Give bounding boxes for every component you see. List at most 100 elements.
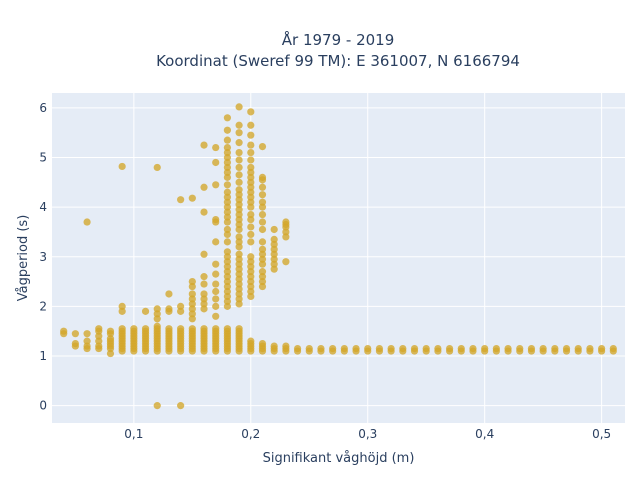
data-point xyxy=(235,220,243,229)
data-point xyxy=(223,238,232,246)
data-point xyxy=(282,218,290,226)
chart-title-line1: År 1979 - 2019 xyxy=(282,30,395,49)
data-point xyxy=(258,173,267,181)
data-point xyxy=(235,265,243,273)
y-tick-label: 5 xyxy=(39,151,47,165)
data-point xyxy=(200,250,208,258)
data-point xyxy=(258,142,267,151)
data-point xyxy=(247,223,255,231)
data-point xyxy=(95,325,103,333)
data-point xyxy=(223,193,232,201)
data-point xyxy=(247,108,255,116)
data-point xyxy=(539,344,547,353)
data-point xyxy=(258,183,267,191)
data-point xyxy=(223,282,232,291)
data-point xyxy=(258,282,267,291)
data-point xyxy=(223,126,232,134)
y-tick-label: 6 xyxy=(39,101,47,115)
data-point xyxy=(188,194,196,202)
data-point xyxy=(223,114,232,122)
data-point xyxy=(282,258,290,266)
data-point xyxy=(223,268,232,276)
data-point xyxy=(95,332,103,340)
data-point xyxy=(445,344,454,353)
data-point xyxy=(223,287,232,296)
data-point xyxy=(270,265,278,273)
data-point xyxy=(71,340,79,348)
data-point xyxy=(235,290,243,298)
data-point xyxy=(188,295,196,303)
data-point xyxy=(247,188,255,196)
data-point xyxy=(282,342,290,350)
data-point xyxy=(434,344,442,353)
data-point xyxy=(212,270,220,278)
data-point xyxy=(223,213,232,221)
data-point xyxy=(247,238,255,246)
data-point xyxy=(247,168,255,176)
data-point xyxy=(223,297,232,306)
data-point xyxy=(177,302,185,310)
data-point xyxy=(235,129,243,137)
data-point xyxy=(223,230,232,239)
data-point xyxy=(574,344,582,353)
data-point xyxy=(177,307,185,315)
data-point xyxy=(258,273,267,281)
data-point xyxy=(223,173,232,181)
data-point xyxy=(352,344,360,353)
data-point xyxy=(527,344,536,353)
data-point xyxy=(235,300,243,308)
data-point xyxy=(247,277,255,286)
data-point xyxy=(165,290,173,298)
data-point xyxy=(223,168,232,176)
data-point xyxy=(223,218,232,226)
data-point xyxy=(223,273,232,281)
data-point xyxy=(247,268,255,276)
data-point xyxy=(212,312,220,320)
x-tick-label: 0,3 xyxy=(358,427,377,441)
data-point xyxy=(118,162,126,171)
data-point xyxy=(235,121,243,129)
data-point xyxy=(153,163,161,172)
data-point xyxy=(212,181,220,189)
data-point xyxy=(212,302,220,310)
data-point xyxy=(106,349,115,358)
data-point xyxy=(329,344,337,353)
data-point xyxy=(235,285,243,293)
data-point xyxy=(177,402,185,410)
data-point xyxy=(258,191,267,199)
data-point xyxy=(598,344,606,353)
data-point xyxy=(235,191,243,199)
data-point xyxy=(118,325,126,333)
y-tick-label: 0 xyxy=(39,399,47,413)
data-point xyxy=(188,282,196,291)
data-point xyxy=(235,210,243,219)
data-point xyxy=(247,148,255,157)
data-point xyxy=(457,344,465,353)
data-point xyxy=(364,344,372,353)
y-tick-label: 2 xyxy=(39,299,47,313)
data-point xyxy=(153,310,161,318)
data-point xyxy=(223,225,232,234)
data-point xyxy=(247,287,255,296)
data-point xyxy=(492,344,500,353)
data-point xyxy=(235,201,243,209)
x-tick-label: 0,1 xyxy=(124,427,143,441)
data-point xyxy=(258,245,267,253)
data-point xyxy=(247,141,255,149)
data-point xyxy=(247,215,255,224)
data-point xyxy=(223,136,232,144)
data-point xyxy=(247,131,255,139)
data-point xyxy=(258,250,267,258)
data-point xyxy=(235,238,243,246)
grid-lines xyxy=(52,93,625,423)
data-point xyxy=(235,255,243,263)
data-point xyxy=(282,233,290,241)
y-tick-label: 3 xyxy=(39,250,47,264)
data-point xyxy=(410,344,419,353)
data-point xyxy=(375,344,384,353)
data-point xyxy=(235,270,243,278)
data-point xyxy=(223,325,232,333)
data-point xyxy=(270,255,278,263)
data-point xyxy=(153,402,161,410)
